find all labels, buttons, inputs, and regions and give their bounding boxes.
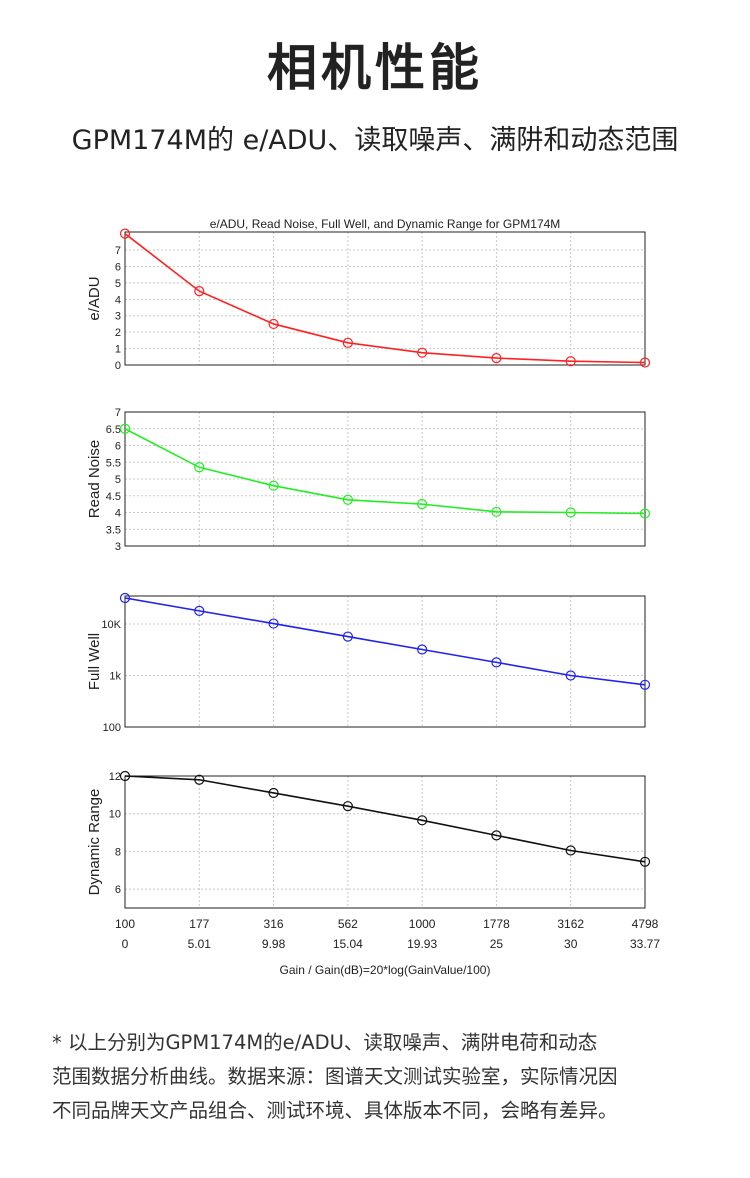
x-tick-label-gain: 4798 — [632, 917, 659, 931]
data-point — [268, 480, 279, 491]
data-point — [194, 462, 205, 473]
panel-read-noise: 3 3.5 4 4.5 5 5.5 6 6.5 7 Read Noise — [86, 407, 651, 553]
y-tick-label: 4 — [115, 294, 121, 306]
series-line — [124, 428, 646, 515]
data-point — [268, 787, 279, 799]
y-tick-label: 7 — [115, 407, 121, 419]
x-tick-label-db: 5.01 — [188, 937, 212, 951]
panel-e-adu: 0 1 2 3 4 5 6 7 e/ADU — [86, 228, 651, 372]
page-title: 相机性能 — [267, 39, 483, 97]
data-point — [639, 856, 651, 867]
y-tick-label: 12 — [109, 771, 121, 783]
data-point — [342, 801, 353, 812]
data-point — [119, 770, 131, 782]
footnote-line: * 以上分别为GPM174M的e/ADU、读取噪声、满阱电荷和动态 — [52, 1031, 598, 1054]
data-point — [639, 679, 651, 690]
plot-frame — [124, 411, 646, 547]
footnote-line: 不同品牌天文产品组合、测试环境、具体版本不同，会略有差异。 — [52, 1099, 618, 1122]
chart-title: e/ADU, Read Noise, Full Well, and Dynami… — [210, 217, 561, 231]
data-point — [417, 499, 428, 510]
plot-frame — [124, 595, 646, 728]
footnote: * 以上分别为GPM174M的e/ADU、读取噪声、满阱电荷和动态 范围数据分析… — [52, 1026, 712, 1128]
y-axis-label: Read Noise — [86, 440, 103, 518]
data-point — [491, 830, 502, 841]
y-tick-label: 1 — [115, 344, 121, 356]
data-point — [194, 286, 205, 297]
x-tick-label-gain: 100 — [115, 917, 135, 931]
series-line — [124, 597, 646, 686]
x-tick-label-gain: 316 — [264, 917, 284, 931]
page-subtitle: GPM174M的 e/ADU、读取噪声、满阱和动态范围 — [71, 125, 679, 156]
y-tick-label: 100 — [103, 722, 121, 734]
y-tick-label: 2 — [115, 327, 121, 339]
data-point — [268, 618, 279, 629]
x-axis-label: Gain / Gain(dB)=20*log(GainValue/100) — [280, 963, 491, 977]
x-tick-label-db: 19.93 — [407, 937, 437, 951]
data-point — [119, 228, 131, 239]
data-point — [491, 506, 502, 517]
data-point — [342, 631, 353, 642]
y-tick-label: 10K — [101, 619, 121, 631]
y-axis-label: Full Well — [86, 633, 103, 690]
chart: e/ADU, Read Noise, Full Well, and Dynami… — [86, 217, 660, 977]
y-tick-label: 4.5 — [106, 491, 121, 503]
y-tick-label: 8 — [115, 846, 121, 858]
plot-frame — [124, 775, 646, 909]
x-axis: 10001775.013169.9856215.04100019.9317782… — [115, 917, 660, 951]
data-point — [119, 423, 131, 434]
data-point — [565, 356, 576, 367]
y-tick-label: 6 — [115, 261, 121, 273]
data-point — [417, 644, 428, 655]
x-tick-label-gain: 562 — [338, 917, 358, 931]
data-point — [268, 318, 279, 330]
x-tick-label-db: 0 — [122, 937, 129, 951]
x-tick-label-gain: 177 — [189, 917, 209, 931]
y-tick-label: 3 — [115, 311, 121, 323]
footnote-line: 范围数据分析曲线。数据来源：图谱天文测试实验室，实际情况因 — [52, 1065, 618, 1088]
x-tick-label-db: 30 — [564, 937, 578, 951]
x-tick-label-db: 33.77 — [630, 937, 660, 951]
y-tick-label: 5.5 — [106, 457, 121, 469]
x-tick-label-gain: 1778 — [483, 917, 510, 931]
data-point — [565, 507, 576, 518]
y-tick-label: 3.5 — [106, 524, 121, 536]
panel-full-well: 100 1k 10K Full Well — [86, 592, 651, 734]
y-tick-label: 7 — [115, 245, 121, 257]
panel-dynamic-range: 6 8 10 12 Dynamic Range — [86, 770, 651, 909]
x-tick-label-gain: 1000 — [409, 917, 436, 931]
data-point — [491, 657, 502, 668]
data-point — [119, 592, 131, 604]
x-tick-label-db: 15.04 — [333, 937, 363, 951]
y-axis-label: Dynamic Range — [86, 789, 103, 896]
data-point — [417, 815, 428, 826]
data-point — [639, 508, 651, 519]
y-tick-label: 3 — [115, 541, 121, 553]
data-point — [491, 353, 502, 364]
series-line — [124, 775, 646, 863]
y-axis-label: e/ADU — [86, 276, 103, 320]
y-tick-label: 6 — [115, 441, 121, 453]
y-tick-label: 6.5 — [106, 424, 121, 436]
data-point — [194, 605, 205, 616]
data-point — [194, 774, 205, 785]
y-tick-label: 5 — [115, 474, 121, 486]
data-point — [342, 494, 353, 505]
data-point — [565, 845, 576, 856]
data-point — [342, 337, 353, 348]
y-tick-label: 0 — [115, 360, 121, 372]
data-point — [417, 347, 428, 358]
data-point — [565, 670, 576, 681]
x-tick-label-db: 25 — [490, 937, 504, 951]
plot-frame — [124, 231, 646, 366]
series-line — [124, 233, 646, 364]
y-tick-label: 5 — [115, 278, 121, 290]
y-tick-label: 6 — [115, 884, 121, 896]
y-tick-label: 1k — [109, 671, 121, 683]
x-tick-label-gain: 3162 — [557, 917, 584, 931]
x-tick-label-db: 9.98 — [262, 937, 286, 951]
data-point — [639, 357, 651, 368]
y-tick-label: 4 — [115, 508, 121, 520]
y-tick-label: 10 — [109, 809, 121, 821]
